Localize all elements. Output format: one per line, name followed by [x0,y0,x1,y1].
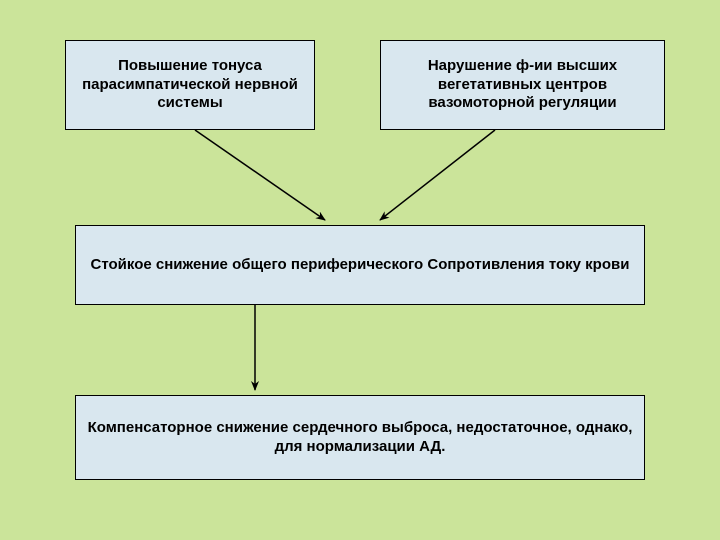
node-cardiac-output: Компенсаторное снижение сердечного выбро… [75,395,645,480]
node-label: Нарушение ф-ии высших вегетативных центр… [391,57,654,113]
node-label: Повышение тонуса парасимпатической нервн… [76,57,304,113]
edge-arrow [380,130,495,220]
node-label: Стойкое снижение общего периферического … [91,256,630,275]
node-vegetative-centers: Нарушение ф-ии высших вегетативных центр… [380,40,665,130]
edge-arrow [195,130,325,220]
node-label: Компенсаторное снижение сердечного выбро… [86,419,634,457]
node-peripheral-resistance: Стойкое снижение общего периферического … [75,225,645,305]
node-parasympathetic-tone: Повышение тонуса парасимпатической нервн… [65,40,315,130]
